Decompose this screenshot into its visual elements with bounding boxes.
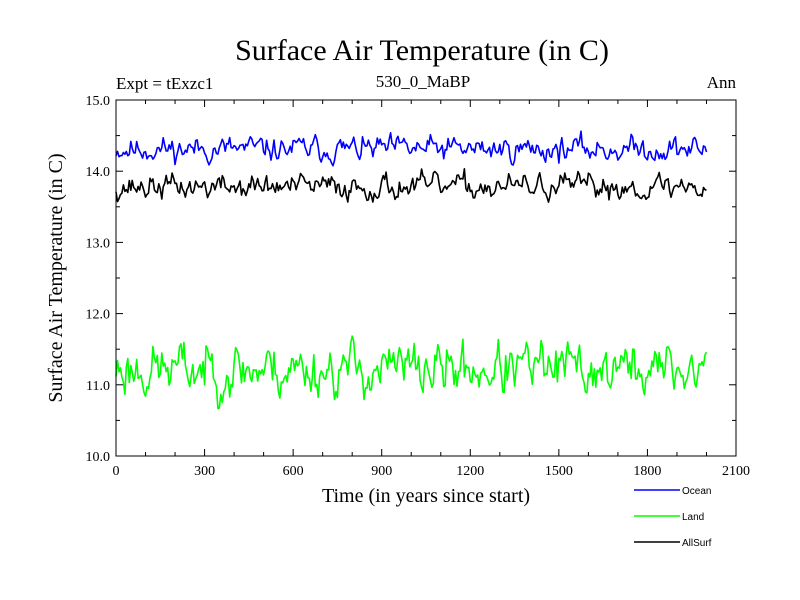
period-label: 530_0_MaBP xyxy=(376,72,470,91)
y-tick-label: 13.0 xyxy=(86,236,111,251)
x-tick-label: 900 xyxy=(371,464,392,479)
series-line-allsurf xyxy=(115,168,707,203)
x-axis-label: Time (in years since start) xyxy=(322,485,530,507)
legend: Ocean Land AllSurf xyxy=(634,486,712,549)
series-line-land xyxy=(115,335,708,410)
legend-label-land: Land xyxy=(682,512,704,523)
x-tick-label: 2100 xyxy=(722,464,750,479)
x-tick-label: 1200 xyxy=(456,464,484,479)
x-tick-label: 1800 xyxy=(633,464,661,479)
series-layer xyxy=(115,130,708,410)
y-tick-label: 11.0 xyxy=(86,379,110,394)
x-axis: 0 300 600 900 1200 1500 1800 2100 xyxy=(113,100,750,479)
y-tick-label: 14.0 xyxy=(86,165,111,180)
experiment-label: Expt = tExzc1 xyxy=(116,74,213,93)
x-tick-label: 300 xyxy=(194,464,215,479)
legend-label-allsurf: AllSurf xyxy=(682,538,712,549)
season-label: Ann xyxy=(707,73,737,92)
series-line-ocean xyxy=(115,130,708,167)
y-axis-label: Surface Air Temperature (in C) xyxy=(45,153,67,402)
y-tick-label: 12.0 xyxy=(86,308,111,323)
x-tick-label: 600 xyxy=(283,464,304,479)
y-axis: 10.0 11.0 12.0 13.0 14.0 15.0 xyxy=(86,94,736,465)
legend-label-ocean: Ocean xyxy=(682,486,711,497)
chart-title: Surface Air Temperature (in C) xyxy=(235,34,609,67)
y-tick-label: 10.0 xyxy=(86,450,111,465)
x-tick-label: 1500 xyxy=(545,464,573,479)
x-tick-label: 0 xyxy=(113,464,120,479)
y-tick-label: 15.0 xyxy=(86,94,111,109)
